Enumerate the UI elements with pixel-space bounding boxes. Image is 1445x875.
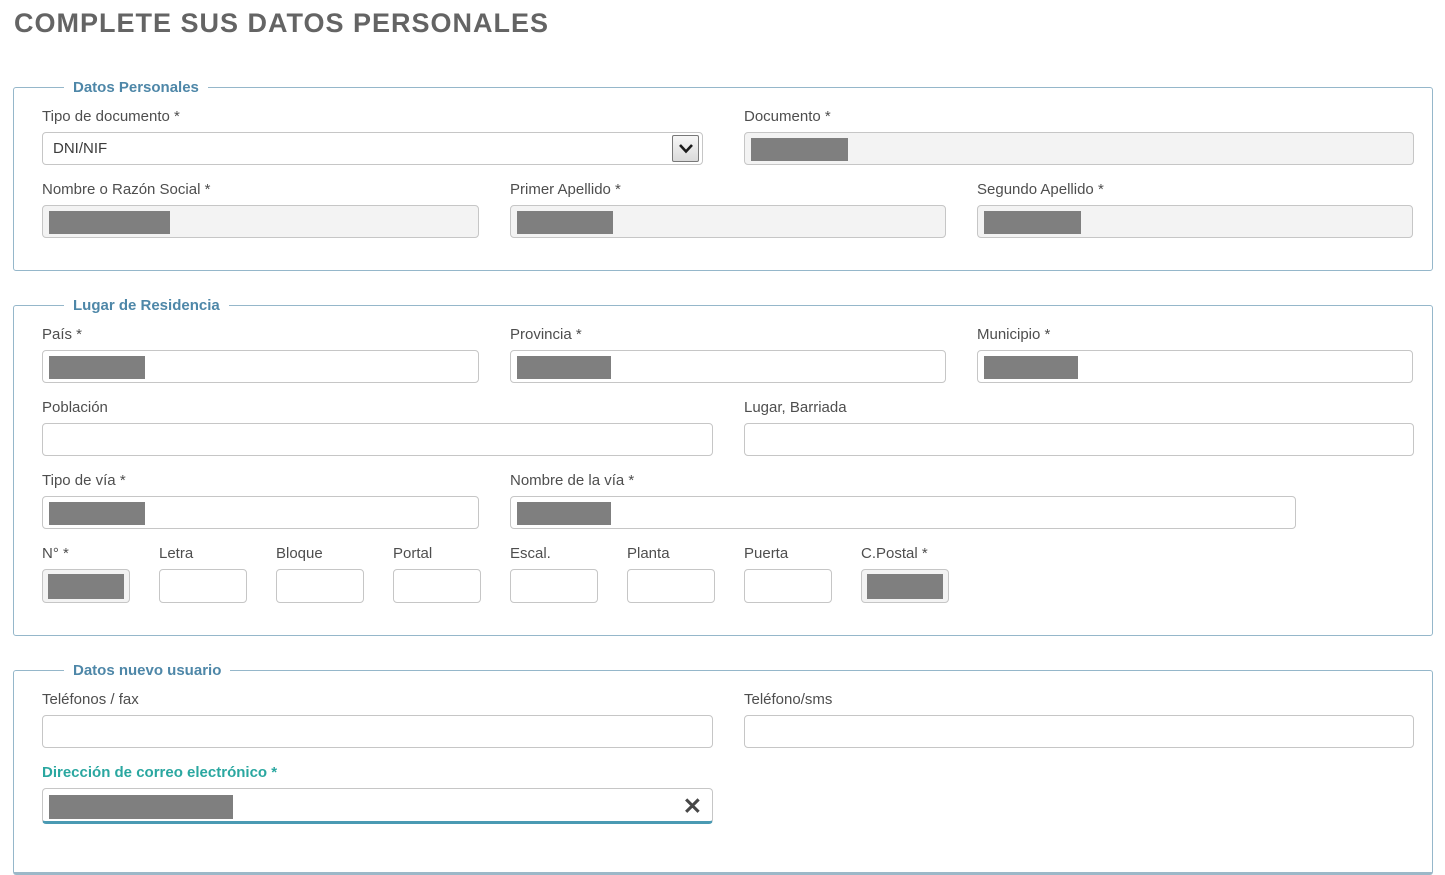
primer-apellido-label: Primer Apellido * bbox=[510, 181, 621, 198]
letra-input[interactable] bbox=[159, 569, 247, 603]
legend-datos-nuevo-usuario: Datos nuevo usuario bbox=[73, 662, 222, 679]
puerta-input[interactable] bbox=[744, 569, 832, 603]
bloque-input[interactable] bbox=[276, 569, 364, 603]
redacted-value bbox=[984, 356, 1078, 379]
bloque-label: Bloque bbox=[276, 545, 323, 562]
portal-label: Portal bbox=[393, 545, 433, 562]
redacted-value bbox=[517, 356, 611, 379]
poblacion-label: Población bbox=[42, 399, 108, 416]
redacted-value bbox=[49, 356, 145, 379]
clear-x-icon[interactable]: ✕ bbox=[682, 793, 702, 819]
codigo-postal-label: C.Postal * bbox=[861, 545, 928, 562]
provincia-label: Provincia * bbox=[510, 326, 582, 343]
numero-input[interactable] bbox=[42, 569, 130, 603]
portal-input[interactable] bbox=[393, 569, 481, 603]
redacted-value bbox=[984, 211, 1081, 234]
planta-input[interactable] bbox=[627, 569, 715, 603]
telefonos-fax-label: Teléfonos / fax bbox=[42, 691, 139, 708]
numero-label: N° * bbox=[42, 545, 69, 562]
lugar-barriada-label: Lugar, Barriada bbox=[744, 399, 847, 416]
municipio-input[interactable] bbox=[977, 350, 1413, 383]
letra-label: Letra bbox=[159, 545, 194, 562]
redacted-value bbox=[517, 211, 613, 234]
escalera-input[interactable] bbox=[510, 569, 598, 603]
telefonos-fax-input[interactable] bbox=[42, 715, 713, 748]
chevron-down-icon[interactable] bbox=[672, 135, 699, 162]
nombre-via-label: Nombre de la vía * bbox=[510, 472, 635, 489]
segundo-apellido-label: Segundo Apellido * bbox=[977, 181, 1104, 198]
telefono-sms-input[interactable] bbox=[744, 715, 1414, 748]
legend-lugar-de-residencia: Lugar de Residencia bbox=[73, 297, 220, 314]
tipo-documento-select[interactable]: DNI/NIF bbox=[42, 132, 703, 165]
documento-label: Documento * bbox=[744, 108, 831, 125]
nombre-via-input[interactable] bbox=[510, 496, 1296, 529]
email-input[interactable]: ✕ bbox=[42, 788, 713, 824]
section-datos-nuevo-usuario: Datos nuevo usuario Teléfonos / fax Telé… bbox=[13, 662, 1433, 875]
puerta-label: Puerta bbox=[744, 545, 789, 562]
pais-input[interactable] bbox=[42, 350, 479, 383]
tipo-documento-selected-value: DNI/NIF bbox=[53, 140, 108, 157]
email-label: Dirección de correo electrónico * bbox=[42, 764, 278, 781]
tipo-via-label: Tipo de vía * bbox=[42, 472, 126, 489]
legend-datos-personales: Datos Personales bbox=[73, 79, 199, 96]
planta-label: Planta bbox=[627, 545, 670, 562]
poblacion-input[interactable] bbox=[42, 423, 713, 456]
provincia-input[interactable] bbox=[510, 350, 946, 383]
section-lugar-de-residencia: Lugar de Residencia País * Provincia * M… bbox=[13, 297, 1433, 636]
redacted-value bbox=[48, 574, 124, 599]
lugar-barriada-input[interactable] bbox=[744, 423, 1414, 456]
redacted-value bbox=[49, 795, 233, 819]
redacted-value bbox=[867, 574, 943, 599]
municipio-label: Municipio * bbox=[977, 326, 1051, 343]
redacted-value bbox=[49, 502, 145, 525]
page-title: COMPLETE SUS DATOS PERSONALES bbox=[14, 8, 550, 38]
section-datos-personales: Datos Personales Tipo de documento * DNI… bbox=[13, 79, 1433, 271]
documento-input[interactable] bbox=[744, 132, 1414, 165]
tipo-documento-label: Tipo de documento * bbox=[42, 108, 180, 125]
pais-label: País * bbox=[42, 326, 83, 343]
redacted-value bbox=[517, 502, 611, 525]
nombre-razon-social-input[interactable] bbox=[42, 205, 479, 238]
escalera-label: Escal. bbox=[510, 545, 551, 562]
tipo-via-input[interactable] bbox=[42, 496, 479, 529]
codigo-postal-input[interactable] bbox=[861, 569, 949, 603]
redacted-value bbox=[751, 138, 848, 161]
redacted-value bbox=[49, 211, 170, 234]
nombre-razon-social-label: Nombre o Razón Social * bbox=[42, 181, 211, 198]
segundo-apellido-input[interactable] bbox=[977, 205, 1413, 238]
primer-apellido-input[interactable] bbox=[510, 205, 946, 238]
telefono-sms-label: Teléfono/sms bbox=[744, 691, 833, 708]
